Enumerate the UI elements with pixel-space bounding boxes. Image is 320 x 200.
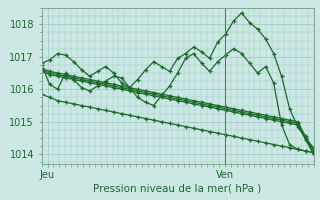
X-axis label: Pression niveau de la mer( hPa ): Pression niveau de la mer( hPa )	[93, 184, 262, 194]
